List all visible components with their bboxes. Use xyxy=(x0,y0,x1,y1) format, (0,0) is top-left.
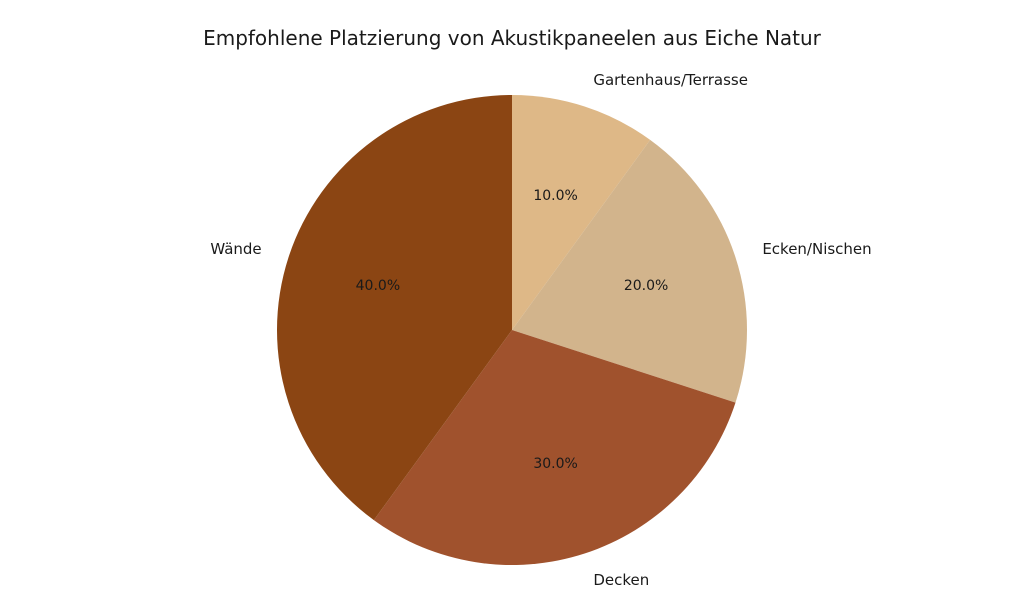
pie-pct-label: 10.0% xyxy=(533,188,577,204)
pie-pct-label: 30.0% xyxy=(533,456,577,472)
pie-slice-label: Ecken/Nischen xyxy=(762,240,871,258)
pie-slice-label: Gartenhaus/Terrasse xyxy=(593,71,748,89)
pie-slice-label: Wände xyxy=(210,240,261,258)
pie-pct-label: 40.0% xyxy=(356,278,400,294)
pie-chart-container: Empfohlene Platzierung von Akustikpaneel… xyxy=(0,0,1024,614)
pie-pct-label: 20.0% xyxy=(624,278,668,294)
pie-slice-label: Decken xyxy=(593,571,649,589)
pie-chart xyxy=(0,0,1024,614)
